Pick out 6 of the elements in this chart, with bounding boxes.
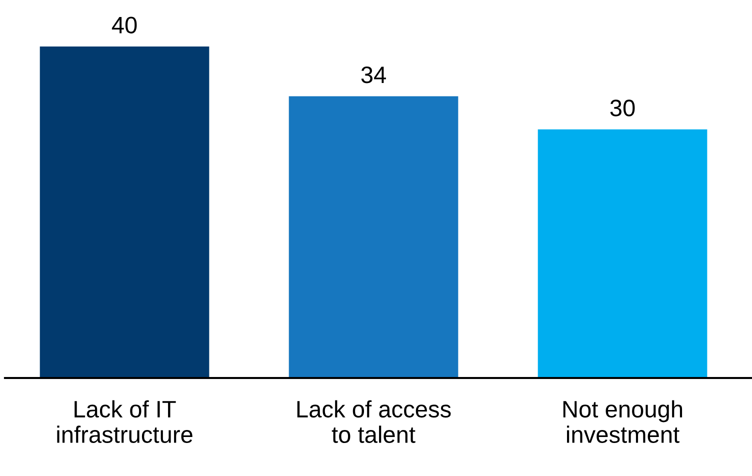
x-tick-label: Lack of access to talent bbox=[297, 400, 451, 443]
x-tick-label: Not enough investment bbox=[563, 400, 682, 443]
data-label: 34 bbox=[361, 66, 386, 84]
x-tick-label: Lack of IT infrastructure bbox=[57, 400, 192, 443]
data-label: 40 bbox=[112, 16, 137, 34]
data-label: 30 bbox=[610, 100, 635, 116]
